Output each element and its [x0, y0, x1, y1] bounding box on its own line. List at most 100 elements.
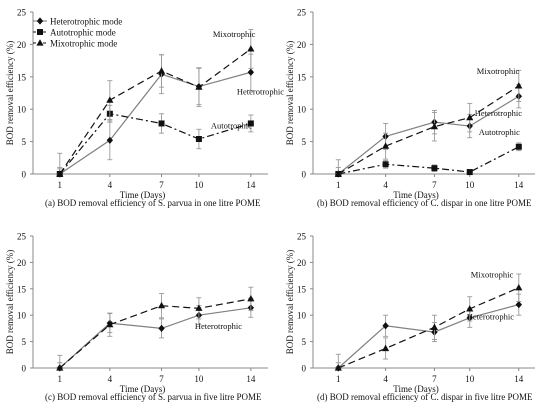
y-tick-label: 5 [302, 137, 307, 147]
series-annotation: Mixotrophic [471, 270, 514, 280]
x-tick-label: 10 [465, 374, 475, 384]
series-line [338, 146, 520, 175]
x-tick-label: 1 [58, 374, 63, 384]
data-point [157, 301, 166, 309]
legend-marker [36, 39, 44, 46]
data-point [466, 113, 474, 121]
series-annotation: Heterotrophic [475, 108, 522, 118]
y-tick-label: 5 [22, 137, 27, 147]
legend-marker [37, 29, 43, 35]
data-point [158, 120, 165, 127]
series-line [59, 298, 251, 369]
x-tick-label: 4 [108, 180, 113, 190]
data-point [466, 305, 474, 312]
y-tick-label: 0 [22, 364, 27, 374]
data-point [430, 323, 439, 330]
data-point [158, 324, 165, 332]
data-point [430, 122, 439, 130]
y-tick-label: 20 [297, 40, 307, 50]
x-tick-label: 4 [383, 374, 388, 384]
panel-caption: (d) BOD removal efficiency of C. dispar … [317, 392, 533, 402]
y-tick-label: 20 [297, 258, 307, 268]
x-tick-label: 10 [194, 374, 204, 384]
y-tick-label: 15 [17, 72, 27, 82]
series-annotation: Mixotrophic [477, 66, 520, 76]
y-tick-label: 20 [17, 40, 27, 50]
y-tick-label: 5 [302, 337, 307, 347]
x-tick-label: 7 [159, 374, 164, 384]
data-point [382, 161, 389, 168]
data-point [466, 169, 473, 176]
y-tick-label: 0 [22, 170, 27, 180]
data-point [247, 68, 255, 76]
panel-caption: (c) BOD removal efficiency of S. parvua … [45, 392, 262, 402]
x-tick-label: 10 [194, 180, 204, 190]
series-line [59, 307, 251, 369]
x-axis-title: Time (Days) [120, 190, 165, 200]
data-point [334, 364, 342, 371]
data-point [195, 304, 203, 311]
series-line [338, 287, 520, 369]
x-tick-label: 14 [246, 374, 256, 384]
y-tick-label: 10 [17, 311, 27, 321]
series-annotation: Heterotrophic [237, 86, 284, 96]
y-tick-label: 0 [302, 364, 307, 374]
x-axis-title: Time (Days) [393, 384, 438, 394]
data-point [247, 295, 255, 302]
data-point [334, 170, 342, 177]
legend-label: Mixotrophic mode [50, 38, 117, 48]
data-point [106, 96, 114, 103]
data-point [515, 301, 522, 309]
series-heterotrophic-mode [335, 293, 522, 372]
series-mixotrophic-mode [334, 69, 523, 177]
legend-label: Heterotrophic mode [50, 16, 122, 26]
x-tick-label: 7 [432, 180, 437, 190]
data-point [515, 143, 522, 150]
y-tick-label: 15 [17, 284, 27, 294]
series-annotation: Mixotrophic [213, 29, 256, 39]
y-tick-label: 0 [302, 170, 307, 180]
x-tick-label: 14 [514, 180, 524, 190]
x-tick-label: 1 [58, 180, 63, 190]
y-axis-title: BOD removal efficiency (%) [285, 41, 295, 146]
data-point [157, 67, 166, 74]
data-point [381, 344, 390, 352]
series-line [338, 85, 520, 175]
y-tick-label: 5 [22, 337, 27, 347]
y-axis-title: BOD removal efficiency (%) [5, 41, 15, 146]
y-tick-label: 15 [297, 72, 307, 82]
series-annotation: Heterotrophic [195, 321, 242, 331]
series-heterotrophic-mode [56, 297, 255, 372]
x-tick-label: 4 [108, 374, 113, 384]
x-tick-label: 1 [336, 374, 341, 384]
y-tick-label: 15 [297, 284, 307, 294]
series-annotation: Heterotrophic [467, 312, 514, 322]
data-point [195, 83, 203, 90]
x-tick-label: 7 [432, 374, 437, 384]
y-axis-title: BOD removal efficiency (%) [285, 250, 295, 355]
y-tick-label: 10 [17, 105, 27, 115]
x-tick-label: 10 [465, 180, 475, 190]
data-point [247, 120, 254, 127]
legend-label: Autotrophic mode [50, 27, 116, 37]
data-point [106, 320, 114, 328]
data-point [106, 136, 114, 144]
y-tick-label: 10 [297, 105, 307, 115]
data-point [515, 82, 523, 89]
panel-caption: (a) BOD removal efficiency of S. parvua … [45, 198, 261, 208]
x-tick-label: 14 [246, 180, 256, 190]
data-point [247, 45, 255, 52]
series-mixotrophic-mode [56, 286, 255, 371]
panel-caption: (b) BOD removal efficiency of C. dispar … [317, 198, 532, 208]
y-tick-label: 25 [17, 232, 27, 242]
legend-marker [36, 17, 44, 25]
series-mixotrophic-mode [56, 29, 255, 177]
x-tick-label: 1 [336, 180, 341, 190]
x-axis-title: Time (Days) [393, 190, 438, 200]
y-axis-title: BOD removal efficiency (%) [5, 250, 15, 355]
